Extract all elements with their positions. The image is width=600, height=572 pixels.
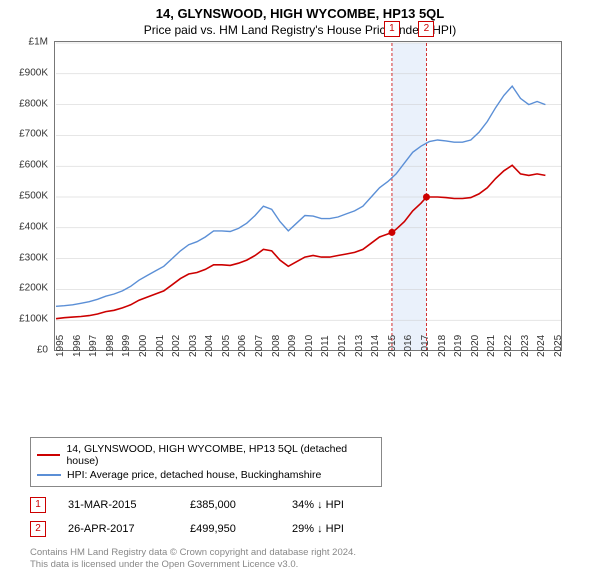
x-axis-label: 1995 xyxy=(55,335,66,357)
chart-container: 14, GLYNSWOOD, HIGH WYCOMBE, HP13 5QL Pr… xyxy=(0,0,600,560)
x-axis-label: 2001 xyxy=(155,335,166,357)
series-property xyxy=(56,165,545,318)
y-axis-label: £0 xyxy=(37,345,48,356)
x-axis-label: 2010 xyxy=(304,335,315,357)
x-axis-label: 2000 xyxy=(138,335,149,357)
legend-label: HPI: Average price, detached house, Buck… xyxy=(67,469,321,481)
marker-label: 2 xyxy=(418,21,434,37)
marker-label: 1 xyxy=(384,21,400,37)
y-axis-label: £100K xyxy=(19,314,48,325)
x-axis-label: 1996 xyxy=(72,335,83,357)
x-axis-label: 2002 xyxy=(171,335,182,357)
x-axis-label: 1998 xyxy=(105,335,116,357)
transaction-row: 1 31-MAR-2015 £385,000 34% ↓ HPI xyxy=(30,493,590,517)
footnote: Contains HM Land Registry data © Crown c… xyxy=(30,547,590,572)
x-axis-label: 2008 xyxy=(271,335,282,357)
x-axis-label: 2005 xyxy=(221,335,232,357)
chart-title: 14, GLYNSWOOD, HIGH WYCOMBE, HP13 5QL xyxy=(0,0,600,21)
x-axis-label: 2003 xyxy=(188,335,199,357)
x-axis-label: 2014 xyxy=(370,335,381,357)
y-axis-label: £300K xyxy=(19,252,48,263)
x-axis-label: 1997 xyxy=(88,335,99,357)
legend-swatch xyxy=(37,474,61,476)
transaction-diff: 34% ↓ HPI xyxy=(292,499,382,511)
chart-subtitle: Price paid vs. HM Land Registry's House … xyxy=(0,21,600,41)
y-axis-label: £1M xyxy=(29,37,48,48)
x-axis-label: 2020 xyxy=(470,335,481,357)
y-axis-label: £200K xyxy=(19,283,48,294)
x-axis-label: 2019 xyxy=(453,335,464,357)
x-axis-label: 2018 xyxy=(437,335,448,357)
legend-label: 14, GLYNSWOOD, HIGH WYCOMBE, HP13 5QL (d… xyxy=(66,443,375,467)
footnote-line-1: Contains HM Land Registry data © Crown c… xyxy=(30,547,590,559)
x-axis-label: 2007 xyxy=(254,335,265,357)
x-axis-label: 2022 xyxy=(503,335,514,357)
x-axis-label: 2004 xyxy=(204,335,215,357)
x-axis-label: 2021 xyxy=(486,335,497,357)
x-axis-label: 2025 xyxy=(553,335,564,357)
x-axis-label: 2023 xyxy=(520,335,531,357)
legend-item: 14, GLYNSWOOD, HIGH WYCOMBE, HP13 5QL (d… xyxy=(37,442,375,468)
transaction-price: £499,950 xyxy=(190,523,270,535)
y-axis-label: £800K xyxy=(19,98,48,109)
transaction-price: £385,000 xyxy=(190,499,270,511)
transaction-diff: 29% ↓ HPI xyxy=(292,523,382,535)
x-axis-label: 2009 xyxy=(287,335,298,357)
transactions-table: 1 31-MAR-2015 £385,000 34% ↓ HPI 2 26-APR-201… xyxy=(30,493,590,541)
transaction-date: 26-APR-2017 xyxy=(68,523,168,535)
plot-svg xyxy=(54,41,562,351)
marker-dot xyxy=(388,229,395,236)
y-axis-label: £600K xyxy=(19,160,48,171)
transaction-row: 2 26-APR-2017 £499,950 29% ↓ HPI xyxy=(30,517,590,541)
marker-dot xyxy=(423,194,430,201)
legend-box: 14, GLYNSWOOD, HIGH WYCOMBE, HP13 5QL (d… xyxy=(30,437,382,487)
footnote-line-2: This data is licensed under the Open Gov… xyxy=(30,559,590,571)
x-axis-label: 2012 xyxy=(337,335,348,357)
transaction-marker: 2 xyxy=(30,521,46,537)
x-axis-label: 2017 xyxy=(420,335,431,357)
x-axis-label: 2015 xyxy=(387,335,398,357)
x-axis-label: 1999 xyxy=(121,335,132,357)
legend-swatch xyxy=(37,454,60,456)
y-axis-label: £900K xyxy=(19,67,48,78)
x-axis-label: 2013 xyxy=(354,335,365,357)
x-axis-label: 2024 xyxy=(536,335,547,357)
y-axis-label: £400K xyxy=(19,221,48,232)
chart-area: £0 £100K £200K £300K £400K £500K £600K £700K £80… xyxy=(4,41,564,381)
transaction-marker: 1 xyxy=(30,497,46,513)
transaction-date: 31-MAR-2015 xyxy=(68,499,168,511)
x-axis-label: 2006 xyxy=(237,335,248,357)
legend-item: HPI: Average price, detached house, Buck… xyxy=(37,468,375,482)
x-axis-label: 2011 xyxy=(320,335,331,357)
y-axis-label: £500K xyxy=(19,191,48,202)
x-axis-label: 2016 xyxy=(403,335,414,357)
y-axis-label: £700K xyxy=(19,129,48,140)
